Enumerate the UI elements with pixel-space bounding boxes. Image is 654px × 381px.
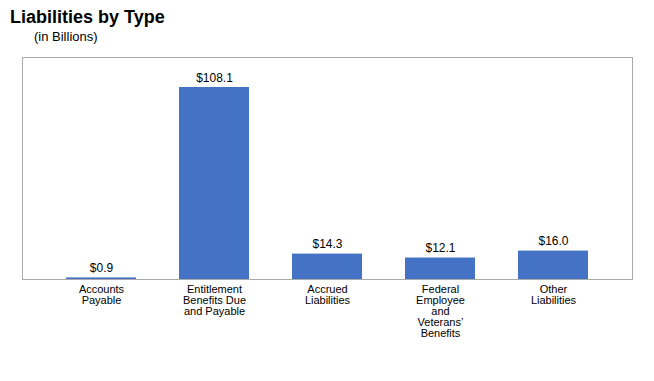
svg-text:$14.3: $14.3 xyxy=(312,237,342,251)
svg-text:$108.1: $108.1 xyxy=(196,71,233,85)
svg-text:OtherLiabilities: OtherLiabilities xyxy=(531,283,577,306)
svg-text:$16.0: $16.0 xyxy=(538,234,568,248)
svg-text:FederalEmployeeandVeterans’Ben: FederalEmployeeandVeterans’Benefits xyxy=(416,283,465,339)
svg-text:AccountsPayable: AccountsPayable xyxy=(79,283,125,306)
svg-text:$0.9: $0.9 xyxy=(90,261,114,275)
html-text:(in Billions): (in Billions) xyxy=(34,29,98,44)
svg-text:EntitlementBenefits Dueand Pay: EntitlementBenefits Dueand Payable xyxy=(183,283,246,317)
svg-text:AccruedLiabilities: AccruedLiabilities xyxy=(305,283,351,306)
svg-text:$12.1: $12.1 xyxy=(425,241,455,255)
html-text:Liabilities by Type: Liabilities by Type xyxy=(10,7,165,27)
